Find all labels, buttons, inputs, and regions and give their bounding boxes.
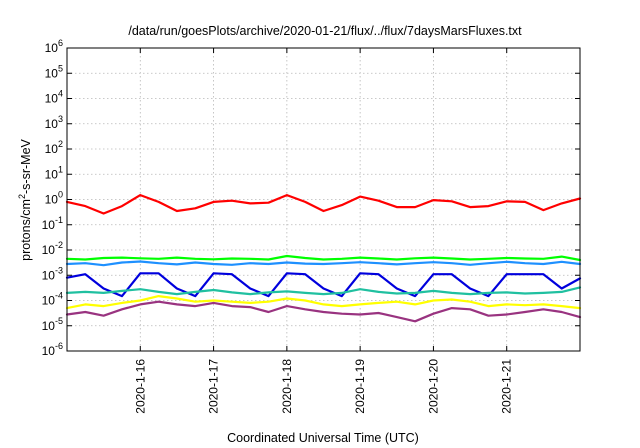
y-tick-base: 10 — [45, 167, 59, 181]
x-tick-label: 2020-1-16 — [133, 359, 147, 414]
y-tick-label: 101 — [45, 164, 63, 181]
y-tick-label: 106 — [45, 38, 63, 55]
y-tick-exponent: 0 — [58, 190, 63, 200]
plot-frame — [66, 47, 581, 352]
series-line-7 — [65, 300, 582, 323]
y-tick-exponent: -5 — [55, 316, 63, 326]
y-tick-base: 10 — [45, 142, 59, 156]
y-tick-base: 10 — [42, 294, 56, 308]
y-tick-exponent: 1 — [58, 164, 63, 174]
y-tick-label: 10-5 — [42, 316, 63, 333]
y-tick-base: 10 — [45, 193, 59, 207]
y-tick-label: 10-1 — [42, 215, 63, 232]
series-line-2 — [65, 254, 582, 262]
y-tick-exponent: -6 — [55, 341, 63, 351]
y-tick-exponent: 5 — [58, 63, 63, 73]
y-tick-base: 10 — [42, 319, 56, 333]
y-tick-base: 10 — [45, 92, 59, 106]
y-tick-label: 105 — [45, 63, 63, 80]
y-axis-label: protons/cm2-s-sr-MeV — [17, 138, 33, 260]
series-line-1 — [65, 194, 582, 215]
x-tick-label: 2020-1-18 — [280, 359, 294, 414]
series-line-5 — [65, 286, 582, 296]
y-tick-base: 10 — [42, 268, 56, 282]
chart-title: /data/run/goesPlots/archive/2020-01-21/f… — [128, 24, 522, 38]
x-tick-label: 2020-1-17 — [207, 359, 221, 414]
x-tick-labels: 2020-1-16 2020-1-17 2020-1-18 2020-1-19 2020… — [133, 359, 513, 414]
series-line-3 — [65, 260, 582, 267]
y-tick-label: 103 — [45, 114, 63, 131]
y-tick-label: 10-2 — [42, 240, 63, 257]
y-tick-exponent: 6 — [58, 38, 63, 48]
y-tick-label: 102 — [45, 139, 63, 156]
y-tick-labels: 10-610-510-410-310-210-11001011021031041… — [42, 38, 63, 358]
x-axis-label: Coordinated Universal Time (UTC) — [227, 431, 419, 445]
y-tick-base: 10 — [42, 344, 56, 358]
y-tick-base: 10 — [45, 117, 59, 131]
y-axis-label-main: protons/cm — [19, 199, 33, 261]
y-tick-exponent: -1 — [55, 215, 63, 225]
y-tick-label: 10-3 — [42, 265, 63, 282]
y-axis-label-superscript: 2 — [17, 194, 27, 199]
y-tick-label: 10-4 — [42, 291, 63, 308]
series-line-4 — [65, 272, 582, 298]
y-tick-base: 10 — [45, 41, 59, 55]
y-tick-exponent: 3 — [58, 114, 63, 124]
x-tick-label: 2020-1-20 — [426, 359, 440, 414]
y-tick-label: 104 — [45, 89, 63, 106]
y-tick-label: 100 — [45, 190, 63, 207]
series-line-6 — [65, 295, 582, 310]
y-axis-label-rest: -s-sr-MeV — [19, 138, 33, 194]
x-tick-label: 2020-1-19 — [353, 359, 367, 414]
y-tick-exponent: 2 — [58, 139, 63, 149]
y-tick-label: 10-6 — [42, 341, 63, 358]
x-tick-label: 2020-1-21 — [500, 359, 514, 414]
y-tick-base: 10 — [42, 218, 56, 232]
y-tick-exponent: 4 — [58, 89, 63, 99]
y-tick-base: 10 — [42, 243, 56, 257]
series-lines — [65, 194, 582, 323]
y-tick-exponent: -4 — [55, 291, 63, 301]
y-tick-exponent: -2 — [55, 240, 63, 250]
y-tick-base: 10 — [45, 66, 59, 80]
y-tick-exponent: -3 — [55, 265, 63, 275]
